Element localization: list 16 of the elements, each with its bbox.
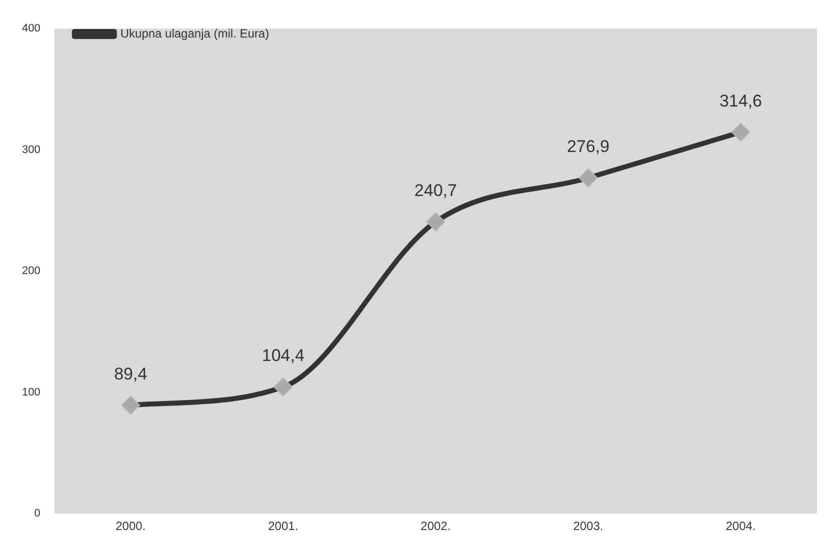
x-tick-label: 2002. <box>420 519 451 534</box>
y-tick-label: 0 <box>34 508 40 520</box>
x-tick-label: 2001. <box>268 519 298 534</box>
y-tick-label: 400 <box>22 22 40 35</box>
x-tick-label: 2000. <box>116 519 146 534</box>
data-label: 276,9 <box>566 137 610 156</box>
x-tick-label: 2003. <box>573 519 604 534</box>
legend-label: Ukupna ulaganja (mil. Eura) <box>120 26 270 40</box>
data-label: 240,7 <box>414 180 457 200</box>
data-label: 314,6 <box>719 91 762 110</box>
y-tick-label: 300 <box>22 144 40 156</box>
y-tick-label: 100 <box>22 386 40 398</box>
x-tick-label: 2004. <box>726 519 756 534</box>
data-label: 89,4 <box>114 364 148 384</box>
y-tick-label: 200 <box>22 265 40 278</box>
data-label: 104,4 <box>262 346 304 366</box>
